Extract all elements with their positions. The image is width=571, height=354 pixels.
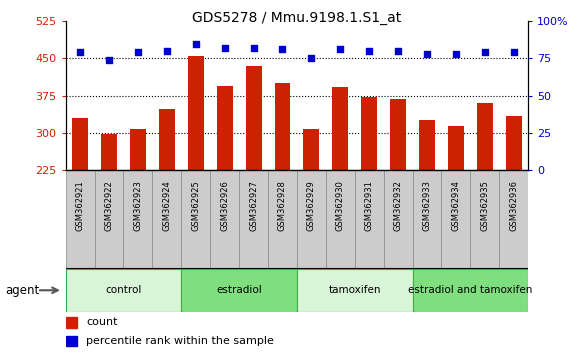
- Point: [509, 50, 518, 55]
- Point: [75, 50, 85, 55]
- Text: GDS5278 / Mmu.9198.1.S1_at: GDS5278 / Mmu.9198.1.S1_at: [192, 11, 401, 25]
- Text: agent: agent: [6, 284, 40, 297]
- Text: percentile rank within the sample: percentile rank within the sample: [86, 336, 274, 346]
- Point: [480, 50, 489, 55]
- Text: GSM362923: GSM362923: [134, 180, 142, 231]
- Point: [278, 47, 287, 52]
- Text: GSM362931: GSM362931: [365, 180, 373, 231]
- Bar: [159, 109, 175, 170]
- Bar: [499, 170, 528, 269]
- Bar: [448, 126, 464, 170]
- Text: GSM362921: GSM362921: [75, 180, 85, 230]
- Point: [451, 51, 460, 57]
- Bar: [246, 66, 262, 170]
- Bar: [66, 336, 77, 346]
- Bar: [390, 99, 406, 170]
- Bar: [471, 170, 499, 269]
- Bar: [123, 170, 152, 269]
- Text: GSM362935: GSM362935: [480, 180, 489, 231]
- Bar: [413, 269, 528, 312]
- Text: GSM362932: GSM362932: [393, 180, 403, 231]
- Bar: [239, 170, 268, 269]
- Bar: [72, 118, 88, 170]
- Bar: [95, 170, 123, 269]
- Bar: [66, 317, 77, 328]
- Bar: [297, 170, 326, 269]
- Bar: [210, 170, 239, 269]
- Bar: [66, 269, 182, 312]
- Bar: [130, 129, 146, 170]
- Text: estradiol: estradiol: [216, 285, 262, 295]
- Bar: [361, 97, 377, 170]
- Bar: [326, 170, 355, 269]
- Text: GSM362924: GSM362924: [162, 180, 171, 230]
- Text: count: count: [86, 317, 118, 327]
- Text: GSM362929: GSM362929: [307, 180, 316, 230]
- Text: tamoxifen: tamoxifen: [328, 285, 381, 295]
- Text: GSM362922: GSM362922: [104, 180, 114, 230]
- Text: estradiol and tamoxifen: estradiol and tamoxifen: [408, 285, 533, 295]
- Bar: [384, 170, 413, 269]
- Point: [249, 45, 258, 51]
- Bar: [413, 170, 441, 269]
- Point: [104, 57, 114, 63]
- Bar: [477, 103, 493, 170]
- Bar: [332, 87, 348, 170]
- Text: GSM362933: GSM362933: [423, 180, 432, 231]
- Bar: [303, 129, 319, 170]
- Bar: [355, 170, 384, 269]
- Point: [191, 41, 200, 46]
- Bar: [506, 116, 522, 170]
- Bar: [217, 86, 232, 170]
- Point: [365, 48, 374, 54]
- Text: GSM362925: GSM362925: [191, 180, 200, 230]
- Text: GSM362927: GSM362927: [249, 180, 258, 231]
- Text: GSM362930: GSM362930: [336, 180, 345, 231]
- Bar: [268, 170, 297, 269]
- Bar: [188, 56, 204, 170]
- Bar: [441, 170, 471, 269]
- Point: [307, 56, 316, 61]
- Bar: [182, 269, 297, 312]
- Point: [134, 50, 143, 55]
- Bar: [101, 134, 117, 170]
- Bar: [152, 170, 182, 269]
- Text: GSM362934: GSM362934: [452, 180, 460, 231]
- Point: [393, 48, 403, 54]
- Text: control: control: [105, 285, 142, 295]
- Bar: [419, 120, 435, 170]
- Text: GSM362926: GSM362926: [220, 180, 229, 231]
- Point: [336, 47, 345, 52]
- Text: GSM362928: GSM362928: [278, 180, 287, 231]
- Bar: [182, 170, 210, 269]
- Text: GSM362936: GSM362936: [509, 180, 518, 231]
- Bar: [297, 269, 412, 312]
- Point: [423, 51, 432, 57]
- Point: [162, 48, 171, 54]
- Bar: [66, 170, 95, 269]
- Point: [220, 45, 229, 51]
- Bar: [275, 83, 291, 170]
